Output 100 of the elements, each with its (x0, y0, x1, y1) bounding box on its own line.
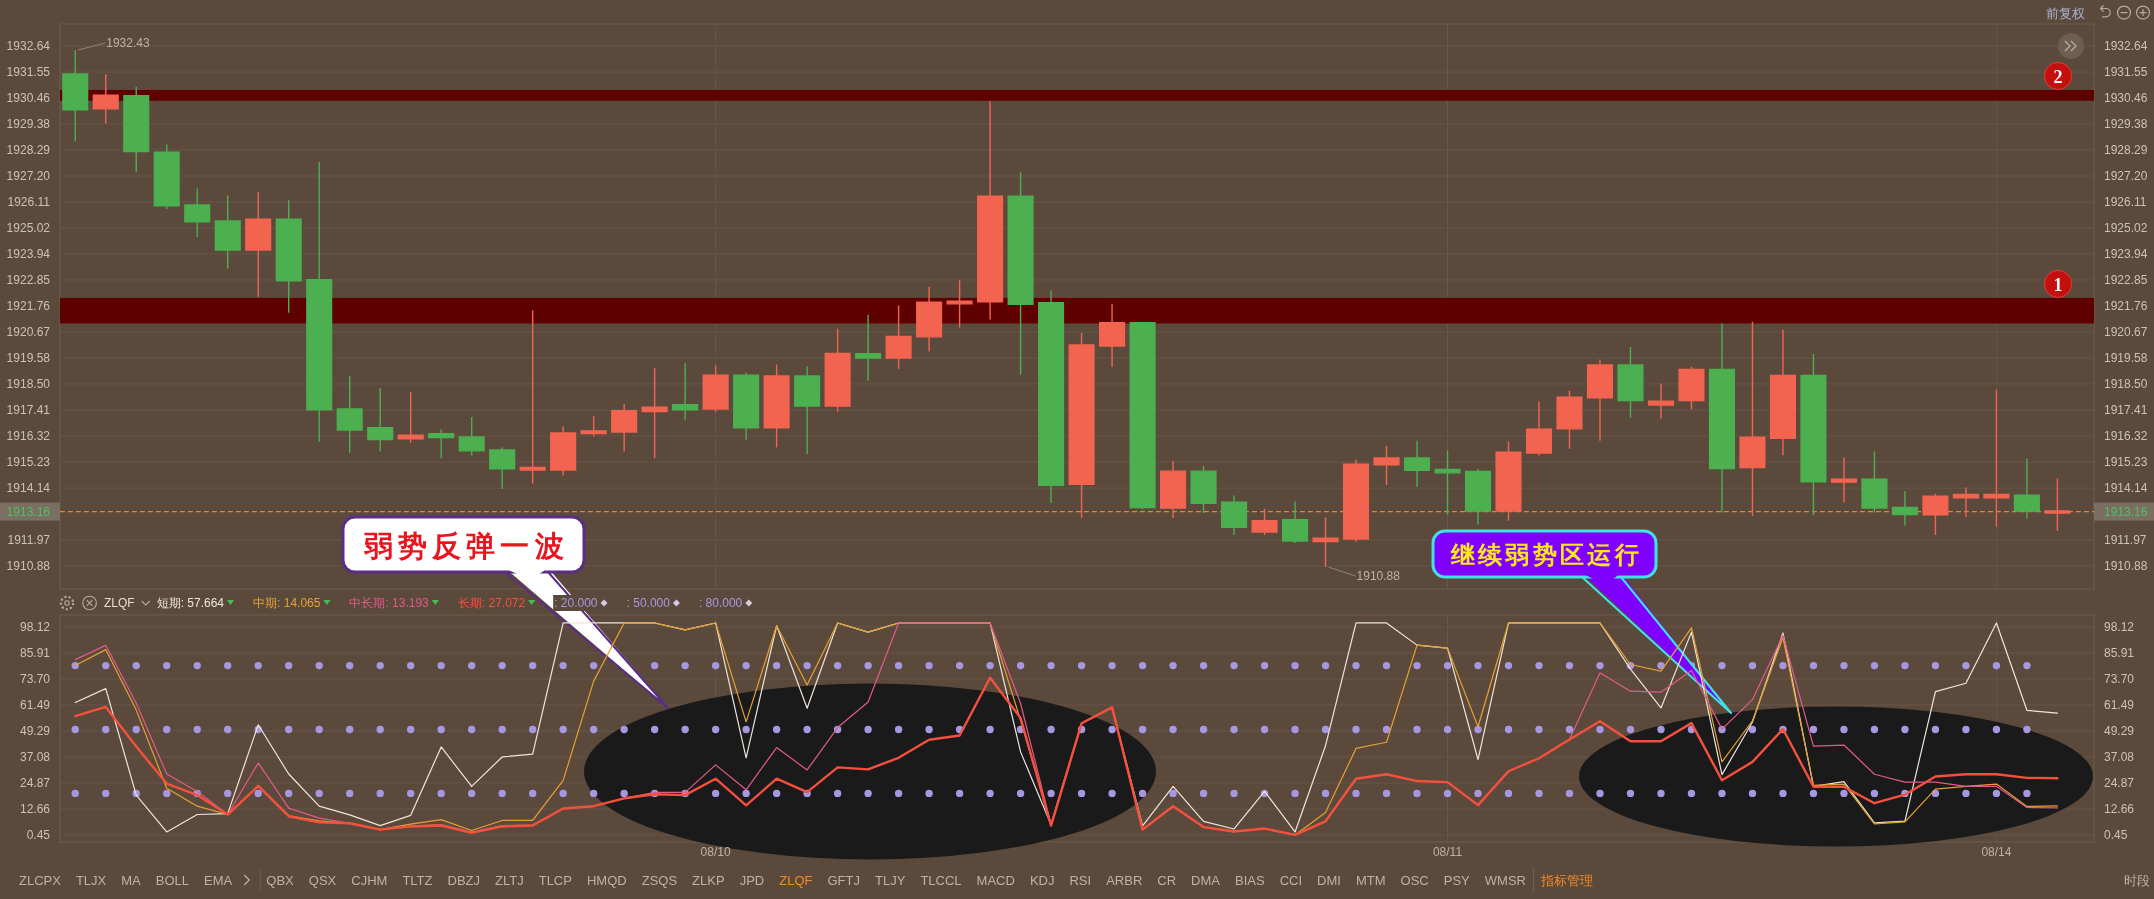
text: WMSR (1484, 872, 1526, 888)
y2-tick-label: 1927.20 (2104, 169, 2148, 184)
candlestick (123, 86, 150, 172)
text: DMI (1317, 872, 1341, 888)
x-tick-label: 08/11 (1432, 845, 1463, 859)
candlestick (1342, 459, 1370, 542)
y-tick-label: 1932.64 (6, 38, 51, 53)
text: 中期: 14.065 (253, 596, 321, 610)
candlestick (1160, 460, 1187, 518)
text: ZLTJ (495, 872, 524, 888)
annotation: 弱势反弹一波 (362, 529, 564, 562)
y-tick-label: 24.87 (19, 776, 51, 791)
text: TLCP (538, 872, 572, 888)
y2-tick-label: 12.66 (2104, 802, 2135, 817)
candlestick (672, 363, 699, 421)
y-tick-label: 49.29 (19, 724, 51, 738)
text: TLJX (75, 872, 107, 888)
text: MTM (1355, 872, 1386, 888)
y-tick-label: 1926.11 (7, 195, 51, 210)
y2-tick-label: 49.29 (2104, 724, 2135, 738)
text: KDJ (1029, 872, 1055, 888)
y2-tick-label: 1920.67 (2104, 325, 2148, 340)
y-tick-label: 1914.14 (6, 481, 51, 496)
candlestick (214, 195, 241, 269)
candlestick (153, 144, 180, 209)
candlestick (92, 74, 119, 124)
candlestick (397, 392, 424, 443)
candlestick (184, 188, 211, 237)
y-tick-label: 98.12 (19, 619, 51, 634)
x-tick-label: 08/10 (700, 845, 731, 859)
candlestick (245, 192, 272, 297)
text: ZLKP (692, 872, 725, 888)
ref-line-label: 1913.16 (6, 504, 51, 519)
text: 短期: 57.664 (156, 596, 225, 610)
candlestick (1861, 451, 1888, 513)
candlestick (275, 200, 302, 313)
text: MACD (976, 872, 1015, 888)
candlestick (1525, 401, 1553, 456)
y-tick-label: 12.66 (19, 802, 51, 817)
candlestick (1647, 383, 1675, 419)
y-tick-label: 1930.46 (6, 91, 51, 106)
candlestick (1038, 290, 1065, 503)
text: 时段 (2124, 872, 2150, 888)
text: CR (1157, 872, 1177, 888)
y2-tick-label: 61.49 (2104, 698, 2135, 713)
candlestick (1952, 487, 1979, 518)
text: PSY (1443, 872, 1471, 888)
y-tick-label: 61.49 (19, 698, 51, 713)
candlestick (489, 447, 516, 490)
candlestick (2013, 458, 2040, 519)
candlestick (1586, 359, 1614, 441)
y2-tick-label: 1931.55 (2104, 65, 2148, 80)
y-tick-label: 1911.97 (7, 533, 51, 547)
x-tick-label: 08/14 (1981, 845, 2012, 859)
annotation: 1932.43 (106, 36, 150, 51)
y2-tick-label: 98.12 (2104, 619, 2135, 634)
candlestick (1983, 389, 2010, 527)
y2-tick-label: 1916.32 (2104, 429, 2148, 444)
candlestick (733, 372, 760, 440)
text: TLCCL (920, 872, 962, 888)
y-tick-label: 1922.85 (6, 272, 51, 287)
candlestick (306, 161, 333, 442)
candlestick (1556, 390, 1583, 449)
text: JPD (739, 872, 765, 888)
y2-tick-label: 1917.41 (2104, 402, 2148, 417)
y2-tick-label: 1925.02 (2104, 221, 2148, 236)
text: ARBR (1106, 872, 1143, 888)
y2-tick-label: 1929.38 (2104, 116, 2148, 131)
candlestick (977, 101, 1004, 320)
y2-tick-label: 1930.46 (2104, 91, 2148, 106)
band-label: 2 (2053, 66, 2063, 87)
candlestick (1251, 508, 1278, 535)
y-tick-label: 1920.67 (6, 325, 51, 340)
candlestick (916, 286, 943, 352)
candlestick (1800, 354, 1827, 516)
text: BIAS (1235, 872, 1265, 888)
candlestick (1129, 322, 1156, 510)
text: EMA (204, 872, 233, 888)
y-tick-label: 1919.58 (6, 351, 51, 366)
y-tick-label: 1918.50 (6, 376, 51, 391)
candlestick (1312, 517, 1339, 567)
y-tick-label: 1931.55 (6, 65, 51, 80)
annotation: 1910.88 (1356, 569, 1401, 584)
y2-tick-label: 1926.11 (2104, 195, 2147, 210)
text: ZLCPX (19, 872, 62, 888)
candlestick (2044, 478, 2071, 531)
y-tick-label: 73.70 (19, 672, 51, 686)
candlestick (1769, 329, 1796, 456)
candlestick (611, 404, 638, 452)
candlestick (1891, 491, 1918, 526)
candlestick (336, 376, 363, 453)
y-tick-label: 1928.29 (6, 142, 51, 157)
chart-title: ZLQF (104, 596, 135, 610)
y2-tick-label: 1918.50 (2104, 376, 2148, 391)
text: CJHM (351, 872, 388, 888)
y2-tick-label: 24.87 (2104, 776, 2135, 791)
candlestick (855, 314, 882, 381)
text: ZSQS (641, 872, 678, 888)
y2-tick-label: 1923.94 (2104, 246, 2148, 261)
y2-tick-label: 85.91 (2104, 645, 2135, 660)
